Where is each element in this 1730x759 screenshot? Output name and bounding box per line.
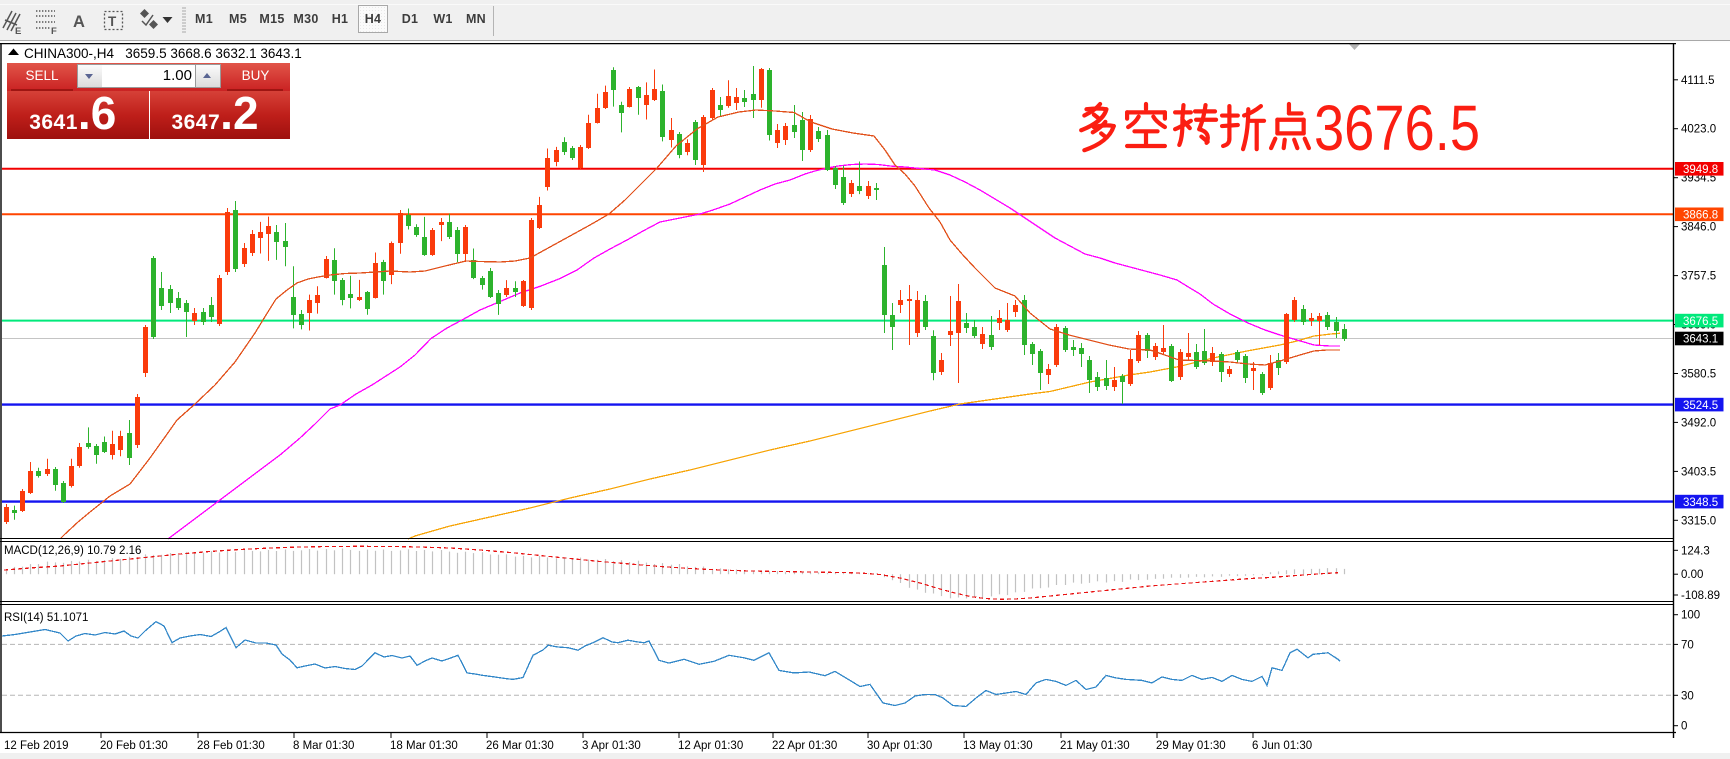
svg-text:100: 100 bbox=[1681, 610, 1700, 622]
svg-text:3934.5: 3934.5 bbox=[1681, 173, 1716, 185]
svg-text:A: A bbox=[73, 13, 85, 31]
svg-text:3348.5: 3348.5 bbox=[1683, 497, 1718, 509]
svg-text:18 Mar 01:30: 18 Mar 01:30 bbox=[390, 740, 458, 752]
svg-text:3949.8: 3949.8 bbox=[1683, 164, 1718, 176]
svg-text:4023.0: 4023.0 bbox=[1681, 124, 1716, 136]
svg-text:20 Feb 01:30: 20 Feb 01:30 bbox=[100, 740, 168, 752]
svg-text:RSI(14) 51.1071: RSI(14) 51.1071 bbox=[4, 612, 88, 624]
svg-text:30: 30 bbox=[1681, 690, 1694, 702]
svg-text:6 Jun 01:30: 6 Jun 01:30 bbox=[1252, 740, 1312, 752]
svg-text:-108.89: -108.89 bbox=[1681, 590, 1720, 602]
svg-text:E: E bbox=[15, 26, 21, 37]
svg-text:T: T bbox=[108, 14, 117, 29]
svg-text:3676.5: 3676.5 bbox=[1314, 92, 1480, 164]
svg-text:29 May 01:30: 29 May 01:30 bbox=[1156, 740, 1226, 752]
svg-text:3524.5: 3524.5 bbox=[1683, 400, 1718, 412]
svg-text:124.3: 124.3 bbox=[1681, 545, 1710, 557]
svg-text:F: F bbox=[51, 26, 57, 37]
svg-text:3846.0: 3846.0 bbox=[1681, 222, 1716, 234]
svg-text:3403.5: 3403.5 bbox=[1681, 466, 1716, 478]
svg-text:3492.0: 3492.0 bbox=[1681, 417, 1716, 429]
svg-text:26 Mar 01:30: 26 Mar 01:30 bbox=[486, 740, 554, 752]
svg-text:8 Mar 01:30: 8 Mar 01:30 bbox=[293, 740, 354, 752]
svg-text:21 May 01:30: 21 May 01:30 bbox=[1060, 740, 1130, 752]
svg-text:22 Apr 01:30: 22 Apr 01:30 bbox=[772, 740, 837, 752]
svg-text:CHINA300-,H4 3659.5 3668.6 3: CHINA300-,H4 3659.5 3668.6 3632.1 3643.1 bbox=[24, 46, 302, 61]
svg-text:3 Apr 01:30: 3 Apr 01:30 bbox=[582, 740, 641, 752]
svg-text:3643.1: 3643.1 bbox=[1683, 334, 1718, 346]
svg-text:MACD(12,26,9) 10.79 2.16: MACD(12,26,9) 10.79 2.16 bbox=[4, 545, 141, 557]
svg-text:28 Feb 01:30: 28 Feb 01:30 bbox=[197, 740, 265, 752]
svg-text:12 Feb 2019: 12 Feb 2019 bbox=[4, 740, 69, 752]
svg-text:12 Apr 01:30: 12 Apr 01:30 bbox=[678, 740, 743, 752]
svg-text:3866.8: 3866.8 bbox=[1683, 210, 1718, 222]
svg-text:0: 0 bbox=[1681, 721, 1687, 733]
svg-text:3315.0: 3315.0 bbox=[1681, 515, 1716, 527]
svg-text:3757.5: 3757.5 bbox=[1681, 271, 1716, 283]
svg-text:70: 70 bbox=[1681, 639, 1694, 651]
svg-text:4111.5: 4111.5 bbox=[1681, 75, 1714, 87]
svg-text:0.00: 0.00 bbox=[1681, 569, 1703, 581]
svg-text:3580.5: 3580.5 bbox=[1681, 369, 1716, 381]
svg-text:13 May 01:30: 13 May 01:30 bbox=[963, 740, 1033, 752]
svg-text:30 Apr 01:30: 30 Apr 01:30 bbox=[867, 740, 932, 752]
svg-text:3676.5: 3676.5 bbox=[1683, 316, 1718, 328]
